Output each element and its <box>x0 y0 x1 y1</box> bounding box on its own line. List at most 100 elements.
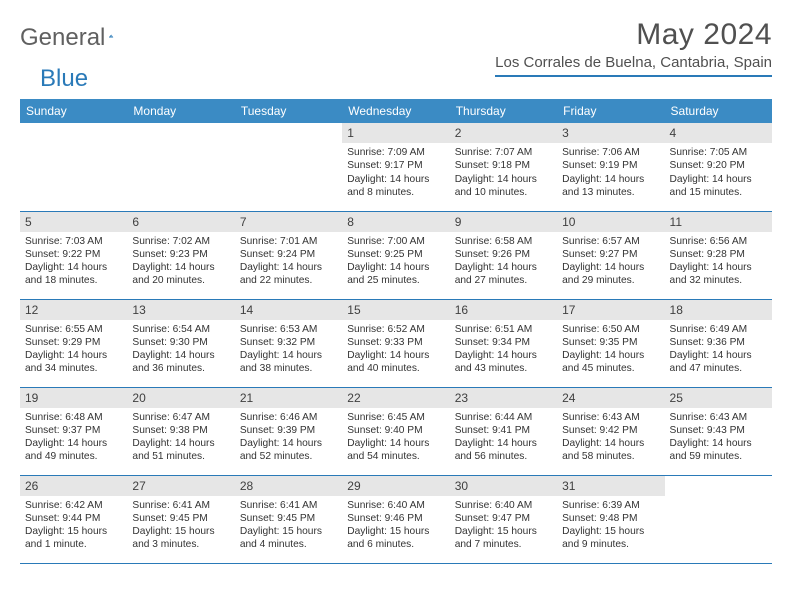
day-number: 17 <box>557 300 664 320</box>
day-number: 31 <box>557 476 664 496</box>
day-info: Sunrise: 6:50 AMSunset: 9:35 PMDaylight:… <box>562 323 659 376</box>
day-info: Sunrise: 6:51 AMSunset: 9:34 PMDaylight:… <box>455 323 552 376</box>
day-number: 11 <box>665 212 772 232</box>
day-info: Sunrise: 7:06 AMSunset: 9:19 PMDaylight:… <box>562 146 659 199</box>
day-number: 24 <box>557 388 664 408</box>
day-info: Sunrise: 6:41 AMSunset: 9:45 PMDaylight:… <box>240 499 337 552</box>
day-number: 25 <box>665 388 772 408</box>
day-number: 20 <box>127 388 234 408</box>
calendar-day: 3 Sunrise: 7:06 AMSunset: 9:19 PMDaylight… <box>557 123 664 211</box>
calendar-day: 9 Sunrise: 6:58 AMSunset: 9:26 PMDaylight… <box>450 211 557 299</box>
calendar-day: 8Sunrise: 7:00 AMSunset: 9:25 PMDaylight… <box>342 211 449 299</box>
calendar-day: 21 Sunrise: 6:46 AMSunset: 9:39 PMDayligh… <box>235 387 342 475</box>
calendar-day: 18Sunrise: 6:49 AMSunset: 9:36 PMDayligh… <box>665 299 772 387</box>
day-info: Sunrise: 7:01 AMSunset: 9:24 PMDaylight:… <box>240 235 337 288</box>
day-number: 21 <box>235 388 342 408</box>
calendar-day: 29 Sunrise: 6:40 AMSunset: 9:46 PMDayligh… <box>342 475 449 563</box>
calendar-day: 15 Sunrise: 6:52 AMSunset: 9:33 PMDayligh… <box>342 299 449 387</box>
col-wednesday: Wednesday <box>342 99 449 123</box>
calendar-day: 10Sunrise: 6:57 AMSunset: 9:27 PMDayligh… <box>557 211 664 299</box>
day-info: Sunrise: 7:02 AMSunset: 9:23 PMDaylight:… <box>132 235 229 288</box>
day-info: Sunrise: 6:41 AMSunset: 9:45 PMDaylight:… <box>132 499 229 552</box>
day-info: Sunrise: 6:40 AMSunset: 9:46 PMDaylight:… <box>347 499 444 552</box>
calendar-week: 1 Sunrise: 7:09 AMSunset: 9:17 PMDaylight… <box>20 123 772 211</box>
calendar-day: 30 Sunrise: 6:40 AMSunset: 9:47 PMDayligh… <box>450 475 557 563</box>
day-info: Sunrise: 6:40 AMSunset: 9:47 PMDaylight:… <box>455 499 552 552</box>
calendar-body: 1 Sunrise: 7:09 AMSunset: 9:17 PMDaylight… <box>20 123 772 563</box>
day-number: 30 <box>450 476 557 496</box>
col-thursday: Thursday <box>450 99 557 123</box>
day-info: Sunrise: 6:58 AMSunset: 9:26 PMDaylight:… <box>455 235 552 288</box>
calendar-day: 7 Sunrise: 7:01 AMSunset: 9:24 PMDaylight… <box>235 211 342 299</box>
calendar-day: 19Sunrise: 6:48 AMSunset: 9:37 PMDayligh… <box>20 387 127 475</box>
day-info: Sunrise: 6:43 AMSunset: 9:43 PMDaylight:… <box>670 411 767 464</box>
calendar-day: 28 Sunrise: 6:41 AMSunset: 9:45 PMDayligh… <box>235 475 342 563</box>
day-info: Sunrise: 6:39 AMSunset: 9:48 PMDaylight:… <box>562 499 659 552</box>
calendar-day: 25 Sunrise: 6:43 AMSunset: 9:43 PMDayligh… <box>665 387 772 475</box>
calendar-day: 1 Sunrise: 7:09 AMSunset: 9:17 PMDaylight… <box>342 123 449 211</box>
day-number: 6 <box>127 212 234 232</box>
calendar-day: 17 Sunrise: 6:50 AMSunset: 9:35 PMDayligh… <box>557 299 664 387</box>
day-number: 4 <box>665 123 772 143</box>
day-info: Sunrise: 6:57 AMSunset: 9:27 PMDaylight:… <box>562 235 659 288</box>
day-info: Sunrise: 6:53 AMSunset: 9:32 PMDaylight:… <box>240 323 337 376</box>
col-saturday: Saturday <box>665 99 772 123</box>
calendar-day: 4Sunrise: 7:05 AMSunset: 9:20 PMDaylight… <box>665 123 772 211</box>
day-info: Sunrise: 6:55 AMSunset: 9:29 PMDaylight:… <box>25 323 122 376</box>
day-number: 7 <box>235 212 342 232</box>
day-number: 15 <box>342 300 449 320</box>
calendar-day <box>235 123 342 211</box>
calendar-day: 2 Sunrise: 7:07 AMSunset: 9:18 PMDaylight… <box>450 123 557 211</box>
brand-logo: General <box>20 18 135 52</box>
day-info: Sunrise: 7:07 AMSunset: 9:18 PMDaylight:… <box>455 146 552 199</box>
calendar-day: 24Sunrise: 6:43 AMSunset: 9:42 PMDayligh… <box>557 387 664 475</box>
day-number: 26 <box>20 476 127 496</box>
logo-sail-icon <box>109 27 113 45</box>
day-number: 5 <box>20 212 127 232</box>
day-number: 13 <box>127 300 234 320</box>
calendar-week: 26 Sunrise: 6:42 AMSunset: 9:44 PMDayligh… <box>20 475 772 563</box>
calendar-day: 6 Sunrise: 7:02 AMSunset: 9:23 PMDaylight… <box>127 211 234 299</box>
calendar-table: Sunday Monday Tuesday Wednesday Thursday… <box>20 99 772 564</box>
brand-part1: General <box>20 24 105 52</box>
day-number: 3 <box>557 123 664 143</box>
day-info: Sunrise: 7:03 AMSunset: 9:22 PMDaylight:… <box>25 235 122 288</box>
location: Los Corrales de Buelna, Cantabria, Spain <box>495 54 772 77</box>
col-sunday: Sunday <box>20 99 127 123</box>
day-number: 22 <box>342 388 449 408</box>
day-number: 16 <box>450 300 557 320</box>
day-info: Sunrise: 6:46 AMSunset: 9:39 PMDaylight:… <box>240 411 337 464</box>
brand-part2: Blue <box>40 65 88 93</box>
month-title: May 2024 <box>495 18 772 52</box>
day-number: 2 <box>450 123 557 143</box>
day-info: Sunrise: 6:54 AMSunset: 9:30 PMDaylight:… <box>132 323 229 376</box>
calendar-day: 16 Sunrise: 6:51 AMSunset: 9:34 PMDayligh… <box>450 299 557 387</box>
calendar-day: 20 Sunrise: 6:47 AMSunset: 9:38 PMDayligh… <box>127 387 234 475</box>
col-friday: Friday <box>557 99 664 123</box>
day-info: Sunrise: 7:09 AMSunset: 9:17 PMDaylight:… <box>347 146 444 199</box>
calendar-day: 27 Sunrise: 6:41 AMSunset: 9:45 PMDayligh… <box>127 475 234 563</box>
day-number: 28 <box>235 476 342 496</box>
day-info: Sunrise: 6:42 AMSunset: 9:44 PMDaylight:… <box>25 499 122 552</box>
day-info: Sunrise: 6:45 AMSunset: 9:40 PMDaylight:… <box>347 411 444 464</box>
calendar-day <box>20 123 127 211</box>
day-info: Sunrise: 6:52 AMSunset: 9:33 PMDaylight:… <box>347 323 444 376</box>
day-number: 27 <box>127 476 234 496</box>
day-number: 1 <box>342 123 449 143</box>
day-header-row: Sunday Monday Tuesday Wednesday Thursday… <box>20 99 772 123</box>
calendar-day: 13 Sunrise: 6:54 AMSunset: 9:30 PMDayligh… <box>127 299 234 387</box>
day-info: Sunrise: 6:47 AMSunset: 9:38 PMDaylight:… <box>132 411 229 464</box>
day-number: 18 <box>665 300 772 320</box>
calendar-day: 23Sunrise: 6:44 AMSunset: 9:41 PMDayligh… <box>450 387 557 475</box>
day-number: 23 <box>450 388 557 408</box>
day-info: Sunrise: 6:48 AMSunset: 9:37 PMDaylight:… <box>25 411 122 464</box>
day-info: Sunrise: 7:00 AMSunset: 9:25 PMDaylight:… <box>347 235 444 288</box>
day-number: 9 <box>450 212 557 232</box>
day-number: 12 <box>20 300 127 320</box>
day-number: 14 <box>235 300 342 320</box>
calendar-day: 12 Sunrise: 6:55 AMSunset: 9:29 PMDayligh… <box>20 299 127 387</box>
calendar-day <box>127 123 234 211</box>
calendar-week: 5 Sunrise: 7:03 AMSunset: 9:22 PMDaylight… <box>20 211 772 299</box>
calendar-day: 14 Sunrise: 6:53 AMSunset: 9:32 PMDayligh… <box>235 299 342 387</box>
day-number: 29 <box>342 476 449 496</box>
